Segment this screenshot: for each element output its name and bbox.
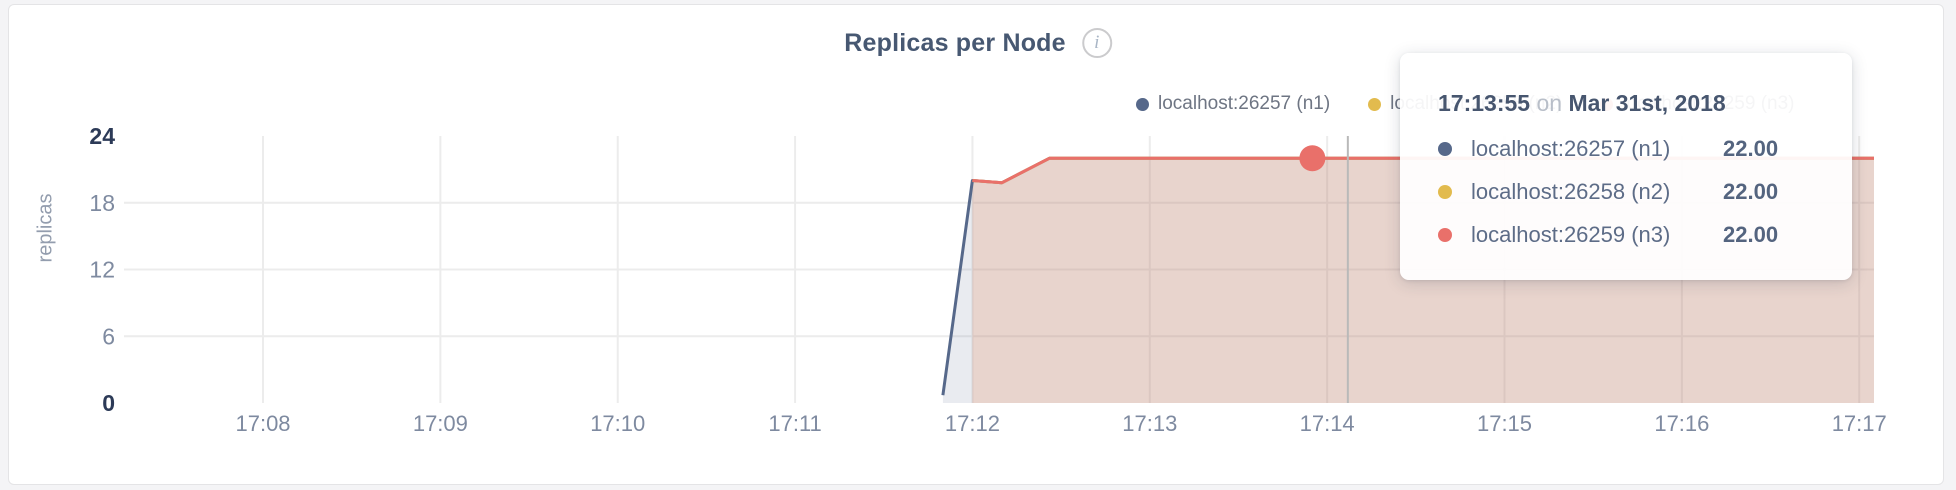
x-tick-label: 17:15 [1477,411,1532,436]
tooltip-date: Mar 31st, 2018 [1568,90,1726,116]
x-tick-label: 17:17 [1832,411,1887,436]
x-tick-label: 17:11 [768,411,821,436]
x-tick-label: 17:13 [1122,411,1177,436]
tooltip-timestamp: 17:13:55 on Mar 31st, 2018 [1438,90,1822,117]
y-tick-label: 0 [102,390,115,416]
info-icon[interactable]: i [1081,28,1112,58]
tooltip-name-n3: localhost:26259 (n3) [1471,222,1671,247]
chart-title: Replicas per Node [844,28,1066,57]
tooltip-value-n2: 22.00 [1723,179,1779,204]
hover-point [1299,145,1326,172]
x-tick-label: 17:08 [235,411,290,436]
hover-tooltip: 17:13:55 on Mar 31st, 2018 localhost:262… [1400,53,1852,280]
chart-header: Replicas per Node i [844,28,1112,58]
tooltip-time: 17:13:55 [1438,90,1531,116]
x-tick-label: 17:09 [413,411,468,436]
tooltip-value-n3: 22.00 [1723,222,1779,247]
tooltip-value-n1: 22.00 [1723,136,1779,161]
y-axis-label: replicas [34,193,57,263]
tooltip-row-n3: localhost:26259 (n3) 22.00 [1438,222,1822,248]
tooltip-row-n2: localhost:26258 (n2) 22.00 [1438,179,1822,205]
tooltip-row-n1: localhost:26257 (n1) 22.00 [1438,136,1822,162]
x-tick-label: 17:12 [945,411,1000,436]
y-tick-label: 18 [89,190,115,216]
tooltip-name-n2: localhost:26258 (n2) [1471,179,1671,204]
tooltip-dot-n2 [1438,185,1452,199]
tooltip-name-n1: localhost:26257 (n1) [1471,136,1671,161]
y-tick-label: 6 [102,323,115,349]
legend-dot-n2 [1368,97,1382,111]
tooltip-dot-n3 [1438,228,1452,242]
y-tick-label: 24 [89,123,115,149]
legend-item-n1[interactable]: localhost:26257 (n1) [1136,93,1330,115]
legend-dot-n1 [1136,97,1149,111]
y-tick-label: 12 [89,257,115,283]
x-tick-label: 17:10 [590,411,645,436]
tooltip-dot-n1 [1438,142,1452,156]
legend-label-n1: localhost:26257 (n1) [1158,93,1331,114]
x-tick-label: 17:14 [1300,411,1355,436]
tooltip-on-word: on [1536,90,1563,116]
x-tick-label: 17:16 [1654,411,1709,436]
